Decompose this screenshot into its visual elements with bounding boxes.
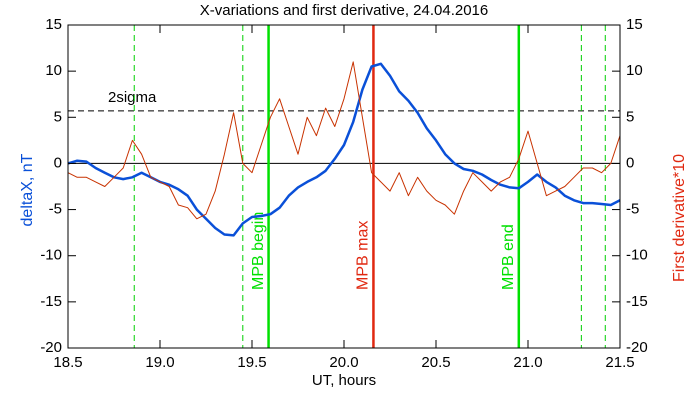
reference-label: 2sigma	[108, 89, 157, 106]
y2-tick-label: -5	[626, 201, 639, 218]
event-label: MPB max	[355, 221, 372, 290]
x-tick-label: 19.5	[237, 354, 266, 371]
y2-tick-label: 0	[626, 154, 634, 171]
x-tick-label: 20.5	[421, 354, 450, 371]
y2-tick-label: 15	[626, 16, 643, 33]
y2-tick-label: -10	[626, 247, 648, 264]
x-tick-label: 20.0	[329, 354, 358, 371]
y-tick-label: 10	[45, 62, 62, 79]
y2-tick-label: -20	[626, 339, 648, 356]
y-axis-label: deltaX, nT	[19, 153, 36, 226]
y2-tick-label: -15	[626, 293, 648, 310]
x-tick-label: 19.0	[145, 354, 174, 371]
event-label: MPB end	[500, 224, 517, 290]
y-tick-label: 5	[54, 108, 62, 125]
event-label: MPB begin	[250, 212, 267, 290]
y-tick-label: -10	[40, 247, 62, 264]
y2-tick-label: 10	[626, 62, 643, 79]
chart-title: X-variations and first derivative, 24.04…	[200, 2, 489, 19]
y-tick-label: 0	[54, 154, 62, 171]
y-tick-label: -15	[40, 293, 62, 310]
y-tick-label: -20	[40, 339, 62, 356]
x-axis-label: UT, hours	[312, 372, 376, 389]
y2-axis-label: First derivative*10	[671, 154, 688, 282]
y-tick-label: 15	[45, 16, 62, 33]
series-line	[67, 61, 621, 220]
x-tick-label: 18.5	[53, 354, 82, 371]
y2-tick-label: 5	[626, 108, 634, 125]
x-tick-label: 21.0	[513, 354, 542, 371]
y-tick-label: -5	[49, 201, 62, 218]
x-tick-label: 21.5	[605, 354, 634, 371]
